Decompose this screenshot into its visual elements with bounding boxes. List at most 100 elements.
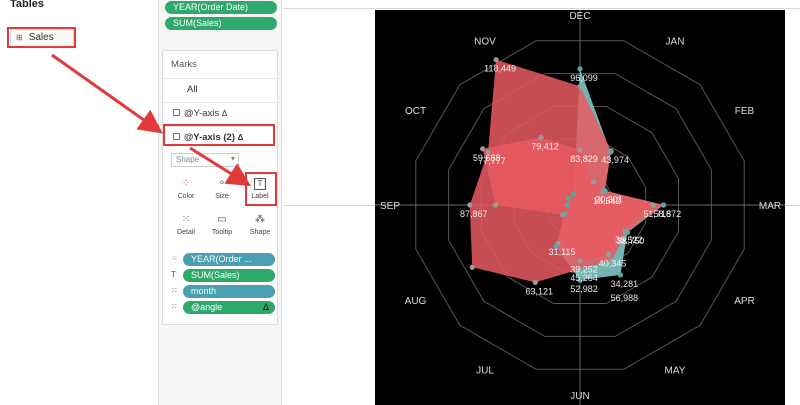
color-button[interactable]: ⁘ Color [171,174,201,206]
field-pill-month[interactable]: month [183,285,275,298]
data-point [624,229,631,235]
marks-field-angle[interactable]: ⁙ @angle Δ [171,301,277,314]
rows-pill-sum-sales[interactable]: SUM(Sales) [165,17,277,30]
data-label: 38,750 [617,236,645,246]
data-point [571,191,577,197]
month-label: NOV [474,37,496,48]
month-label: MAR [759,201,781,212]
data-label: 56,988 [611,293,639,303]
month-label: FEB [735,106,755,117]
detail-field-icon: ⁙ [171,302,178,311]
data-label: 118,449 [484,64,516,74]
label-button[interactable]: T Label [245,174,275,206]
data-point [538,134,544,141]
data-point [601,188,608,194]
data-point [562,210,568,217]
data-point [590,179,597,185]
data-label: 59,688 [473,153,501,163]
data-label: 40,345 [599,258,627,268]
data-label: 52,982 [570,284,598,294]
layer2-label: @Y-axis (2) [184,132,235,143]
data-point [577,277,583,283]
marks-layer-all-label: All [187,84,198,95]
columns-pill-year[interactable]: YEAR(Order Date) [165,1,277,14]
mark-type-dropdown[interactable]: Shape ▾ [171,153,239,167]
layer1-label: @Y-axis [184,108,220,119]
data-point [609,257,615,263]
data-label: 77,777 [478,156,506,166]
data-label: 58,872 [654,209,682,219]
delta-icon: Δ [237,133,244,142]
month-label: MAY [665,366,686,377]
data-pane: Tables ⊞ Sales [0,0,158,405]
label-icon: T [254,178,266,190]
highlight-box-layer2 [163,124,275,146]
chevron-down-icon: ▾ [230,154,235,163]
data-point [605,251,612,257]
data-point [467,202,473,208]
data-point [564,202,570,208]
field-pill-sum-sales[interactable]: SUM(Sales) [183,269,275,282]
delta-icon: Δ [262,302,269,312]
layer-check-icon [173,109,180,116]
view-divider [784,205,800,206]
marks-field-month[interactable]: ⁙ month [171,285,277,298]
shape-button[interactable]: ⁂ Shape [245,210,275,242]
data-point [607,149,614,155]
color-field-icon: ⁘ [171,254,178,263]
detail-button-label: Detail [177,229,195,236]
size-button-label: Size [215,193,229,200]
data-label: 34,281 [611,279,639,289]
data-label: 83,829 [570,154,598,164]
data-point [650,202,656,208]
size-icon: ⚬ [217,178,227,189]
view-divider [283,205,375,206]
data-label: 20,301 [595,195,623,205]
marks-layer-y-axis[interactable]: @Y-axis Δ [163,102,279,124]
data-point [565,195,571,201]
month-label: DEC [569,11,590,22]
mark-type-value: Shape [176,155,200,164]
marks-title: Marks [171,59,197,70]
data-label: 79,412 [531,142,559,152]
data-point [577,266,583,272]
data-point [617,272,623,278]
data-label: 51,716 [643,209,671,219]
month-label: JUL [476,366,494,377]
data-label: 43,974 [601,155,629,165]
label-field-icon: T [171,270,176,279]
data-point [577,258,583,264]
month-label: SEP [380,201,400,212]
data-point [661,202,667,208]
delta-icon: Δ [221,109,228,118]
month-label: JUN [570,391,589,402]
table-item-label: Sales [28,32,54,43]
label-button-label: Label [251,193,269,200]
field-pill-year[interactable]: YEAR(Order ... [183,253,275,266]
color-icon: ⁘ [181,178,191,189]
view-divider [283,8,800,9]
highlight-box-label [245,172,277,206]
table-icon: ⊞ [16,33,23,42]
size-button[interactable]: ⚬ Size [207,174,237,206]
data-label: 87,867 [460,209,488,219]
month-label: APR [734,296,755,307]
marks-layer-y-axis-2[interactable]: @Y-axis (2) Δ [163,126,279,148]
marks-layer-all[interactable]: All [163,78,279,100]
series-area [469,59,664,283]
color-button-label: Color [177,193,195,200]
radar-chart: JAN FEB MAR APR MAY JUN JUL AUG SEP OCT NOV DEC 118,… [375,10,785,405]
field-pill-angle[interactable]: @angle Δ [183,301,275,314]
shape-button-label: Shape [249,229,271,236]
detail-button[interactable]: ⁙ Detail [171,210,201,242]
marks-field-sum-sales[interactable]: T SUM(Sales) [171,269,277,282]
detail-icon: ⁙ [181,214,191,225]
tooltip-button[interactable]: ▭ Tooltip [207,210,237,242]
data-point [553,244,559,250]
data-label: 31,115 [549,247,576,257]
marks-field-year[interactable]: ⁘ YEAR(Order ... [171,253,277,266]
tables-heading: Tables [10,0,45,10]
layer-check-icon [173,133,180,140]
data-point [469,264,475,270]
